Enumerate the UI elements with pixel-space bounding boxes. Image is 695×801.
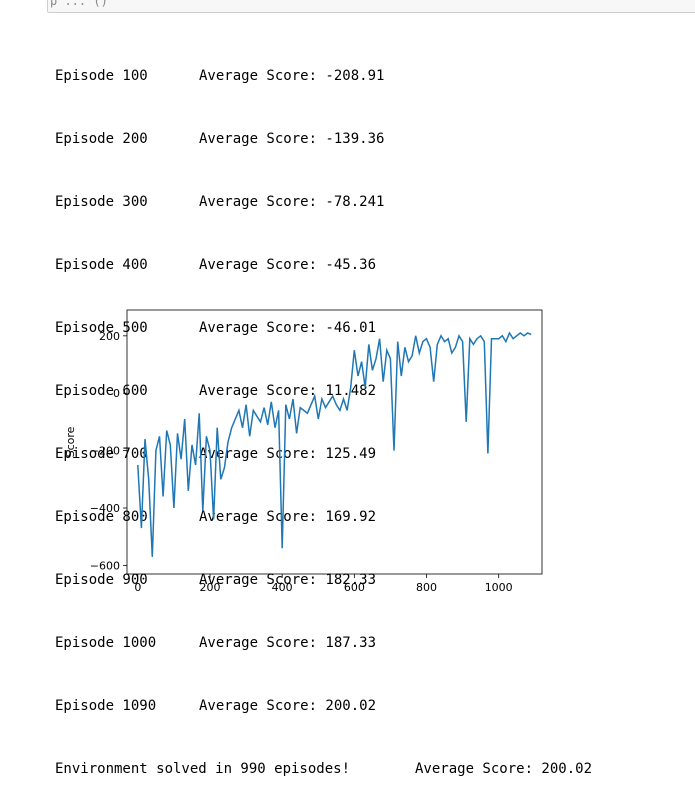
output-line: Episode 1000 Average Score: 187.33: [55, 633, 592, 654]
output-score: Average Score: -46.01: [199, 320, 377, 336]
output-line: Episode 200 Average Score: -139.36: [55, 129, 592, 150]
output-line: Episode 300 Average Score: -78.241: [55, 192, 592, 213]
x-tick-label: 1000: [485, 581, 513, 594]
output-episode: Episode 200: [55, 131, 148, 147]
final-average-score: Average Score: 200.02: [415, 761, 593, 777]
output-score: Average Score: -139.36: [199, 131, 385, 147]
output-episode: Episode 600: [55, 383, 148, 399]
output-episode: Episode 400: [55, 257, 148, 273]
output-score: Average Score: -78.241: [199, 194, 385, 210]
output-score: Average Score: 182.33: [199, 572, 377, 588]
y-tick-label: −400: [90, 502, 120, 515]
y-tick-label: −200: [90, 445, 120, 458]
output-line: Episode 500 Average Score: -46.01: [55, 318, 592, 339]
output-episode: Episode 900: [55, 572, 148, 588]
x-tick-label: 400: [272, 581, 293, 594]
output-line: Episode 100 Average Score: -208.91: [55, 66, 592, 87]
y-tick-label: 200: [99, 330, 120, 343]
code-cell-top[interactable]: ρ ... (): [47, 0, 695, 13]
score-plot: 0 200 400 600 800 1000 200 0 −200 −400 −600 Score: [64, 309, 543, 594]
solved-message: Environment solved in 990 episodes!: [55, 761, 351, 777]
output-score: Average Score: -208.91: [199, 68, 385, 84]
output-score: Average Score: -45.36: [199, 257, 377, 273]
x-tick-label: 0: [134, 581, 141, 594]
output-episode: Episode 1000: [55, 635, 157, 651]
output-episode: Episode 1090: [55, 698, 157, 714]
output-episode: Episode 300: [55, 194, 148, 210]
output-episode: Episode 500: [55, 320, 148, 336]
output-line: Episode 600 Average Score: 11.482: [55, 381, 592, 402]
x-tick-label: 600: [344, 581, 365, 594]
output-score: Average Score: 200.02: [199, 698, 377, 714]
output-final-line: Environment solved in 990 episodes! Avera…: [55, 759, 592, 780]
score-series-line: [137, 331, 532, 557]
y-tick-label: −600: [90, 559, 120, 572]
output-episode: Episode 700: [55, 446, 148, 462]
output-line: Episode 700 Average Score: 125.49: [55, 444, 592, 465]
cell-prompt-glyph: ρ ... (): [50, 0, 108, 8]
output-line: Episode 900 Average Score: 182.33: [55, 570, 592, 591]
output-score: Average Score: 187.33: [199, 635, 377, 651]
output-line: Episode 1090 Average Score: 200.02: [55, 696, 592, 717]
plot-frame: [126, 309, 543, 575]
x-tick-label: 200: [200, 581, 221, 594]
x-tick-label: 800: [416, 581, 437, 594]
y-axis-label: Score: [64, 426, 77, 457]
output-episode: Episode 100: [55, 68, 148, 84]
plot-ticks: 0 200 400 600 800 1000 200 0 −200 −400 −600: [90, 330, 513, 594]
output-line: Episode 400 Average Score: -45.36: [55, 255, 592, 276]
y-tick-label: 0: [113, 387, 120, 400]
